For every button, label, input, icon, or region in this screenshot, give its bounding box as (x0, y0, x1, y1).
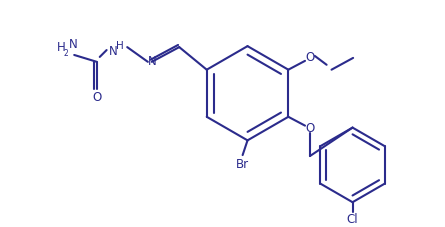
Text: O: O (305, 51, 315, 64)
Text: Cl: Cl (347, 213, 358, 226)
Text: H: H (117, 41, 124, 51)
Text: Br: Br (236, 158, 249, 171)
Text: N: N (147, 55, 156, 68)
Text: O: O (305, 122, 315, 135)
Text: N: N (69, 38, 77, 51)
Text: N: N (109, 44, 118, 57)
Text: H: H (57, 41, 66, 54)
Text: 2: 2 (64, 49, 69, 57)
Text: O: O (92, 91, 101, 104)
